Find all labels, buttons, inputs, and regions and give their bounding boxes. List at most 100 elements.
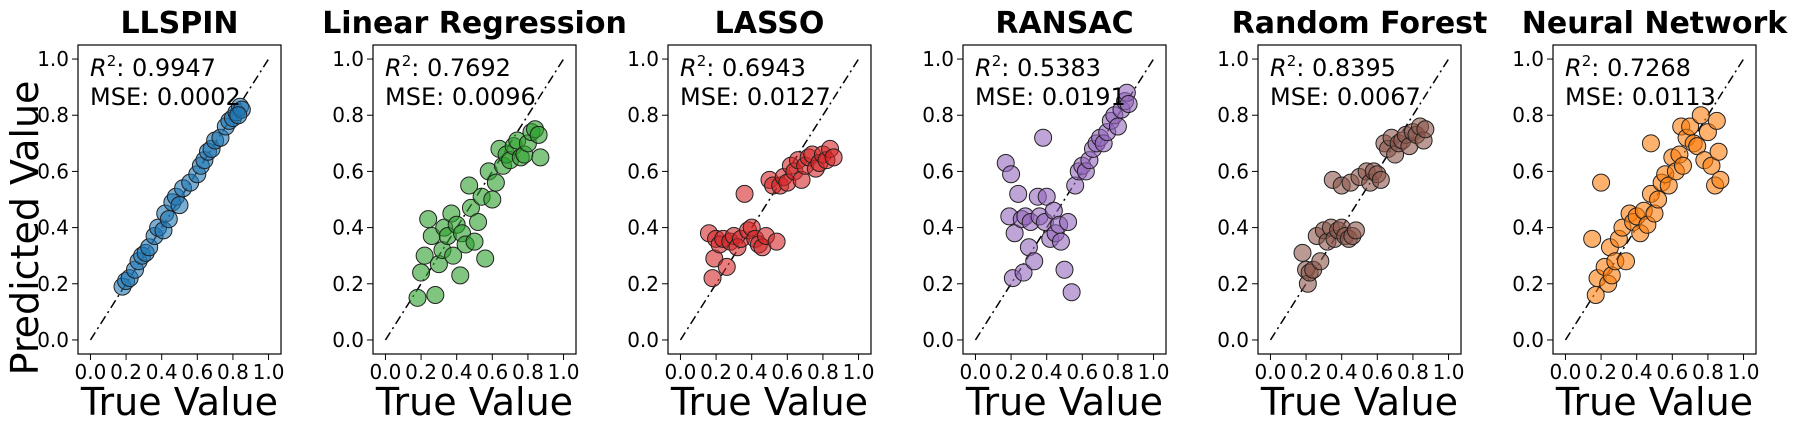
- y-tick-label: 0.0: [627, 328, 659, 352]
- data-point: [426, 286, 445, 305]
- data-point: [1709, 142, 1728, 161]
- y-tick-label: 0.6: [1512, 159, 1544, 183]
- r2-value: 0.5383: [1017, 54, 1101, 82]
- mse-label: MSE: 0.0067: [1270, 83, 1421, 111]
- data-point: [1025, 252, 1044, 271]
- x-tick-label: 0.8: [1692, 360, 1724, 384]
- data-point: [1311, 252, 1330, 271]
- r2-superscript: 2: [1582, 52, 1592, 70]
- y-tick-label: 0.6: [37, 159, 69, 183]
- r2-symbol: R: [385, 54, 402, 82]
- r2-value: 0.9947: [132, 54, 216, 82]
- data-point: [444, 246, 463, 265]
- r2-symbol: R: [975, 54, 992, 82]
- data-point: [1691, 106, 1710, 125]
- data-point: [483, 190, 502, 209]
- x-axis-label: True Value: [670, 380, 868, 424]
- panels: LLSPIN0.00.00.20.20.40.40.60.60.80.81.01…: [37, 6, 1788, 424]
- y-tick-label: 1.0: [1512, 47, 1544, 71]
- x-tick-label: 0.4: [736, 360, 768, 384]
- x-axis-label: True Value: [1555, 380, 1753, 424]
- y-tick-label: 0.6: [627, 159, 659, 183]
- y-tick-label: 1.0: [1217, 47, 1249, 71]
- x-tick-label: 1.0: [548, 360, 580, 384]
- data-point: [824, 148, 843, 167]
- r2-separator: :: [1591, 54, 1607, 82]
- r2-separator: :: [1001, 54, 1017, 82]
- data-point: [1009, 184, 1028, 203]
- x-tick-label: 0.4: [441, 360, 473, 384]
- axes-frame: [77, 44, 282, 355]
- data-point: [408, 288, 427, 307]
- y-tick-label: 0.2: [922, 272, 954, 296]
- data-point: [451, 266, 470, 285]
- axes-frame: [372, 44, 577, 355]
- data-point: [1702, 156, 1721, 175]
- y-tick-label: 0.0: [37, 328, 69, 352]
- y-tick-label: 0.6: [922, 159, 954, 183]
- panel-title: RANSAC: [995, 6, 1133, 41]
- r2-superscript: 2: [107, 52, 117, 70]
- data-point: [1034, 128, 1053, 147]
- data-point: [1649, 190, 1668, 209]
- y-tick-label: 0.4: [627, 216, 659, 240]
- panel-title: Linear Regression: [322, 6, 627, 41]
- x-tick-label: 0.0: [370, 360, 402, 384]
- r2-separator: :: [706, 54, 722, 82]
- y-tick-label: 1.0: [37, 47, 69, 71]
- data-point: [476, 249, 495, 268]
- y-tick-label: 1.0: [627, 47, 659, 71]
- y-tick-label: 0.2: [332, 272, 364, 296]
- x-tick-label: 0.2: [700, 360, 732, 384]
- x-tick-label: 0.8: [807, 360, 839, 384]
- data-point: [1055, 260, 1074, 279]
- data-point: [1592, 173, 1611, 192]
- data-point: [159, 210, 178, 229]
- y-tick-label: 0.6: [332, 159, 364, 183]
- x-tick-label: 0.4: [1031, 360, 1063, 384]
- x-tick-label: 0.2: [405, 360, 437, 384]
- data-point: [1673, 156, 1692, 175]
- r2-symbol: R: [1565, 54, 1582, 82]
- x-tick-label: 0.0: [1550, 360, 1582, 384]
- data-point: [529, 125, 548, 144]
- x-tick-label: 0.8: [217, 360, 249, 384]
- r2-value: 0.6943: [722, 54, 806, 82]
- x-tick-label: 0.0: [960, 360, 992, 384]
- r2-separator: :: [116, 54, 132, 82]
- data-point: [1617, 252, 1636, 271]
- axes-frame: [1257, 44, 1462, 355]
- panel-2: Linear Regression0.00.00.20.20.40.40.60.…: [322, 6, 627, 424]
- data-point: [460, 176, 479, 195]
- x-tick-label: 0.2: [995, 360, 1027, 384]
- y-tick-label: 0.4: [922, 216, 954, 240]
- data-point: [1371, 170, 1390, 189]
- y-axis-label: Predicted Value: [3, 81, 47, 376]
- y-tick-label: 0.0: [1512, 328, 1544, 352]
- r2-symbol: R: [1270, 54, 1287, 82]
- r2-value: 0.7268: [1607, 54, 1691, 82]
- r2-label: R2: 0.7692: [385, 52, 511, 82]
- data-point: [412, 263, 431, 282]
- data-point: [703, 269, 722, 288]
- data-point: [1583, 229, 1602, 248]
- data-point: [735, 184, 754, 203]
- y-tick-label: 1.0: [922, 47, 954, 71]
- data-point: [170, 196, 189, 215]
- mse-label: MSE: 0.0127: [680, 83, 831, 111]
- x-tick-label: 0.0: [75, 360, 107, 384]
- r2-label: R2: 0.8395: [1270, 52, 1396, 82]
- x-tick-label: 0.6: [771, 360, 803, 384]
- r2-separator: :: [1296, 54, 1312, 82]
- mse-label: MSE: 0.0113: [1565, 83, 1716, 111]
- y-tick-label: 0.4: [37, 216, 69, 240]
- data-point: [1005, 224, 1024, 243]
- y-tick-label: 0.0: [1217, 328, 1249, 352]
- x-tick-label: 0.8: [1397, 360, 1429, 384]
- y-tick-label: 0.2: [37, 272, 69, 296]
- x-axis-label: True Value: [80, 380, 278, 424]
- panel-1: LLSPIN0.00.00.20.20.40.40.60.60.80.81.01…: [37, 6, 284, 424]
- y-tick-label: 0.4: [332, 216, 364, 240]
- axes-frame: [1552, 44, 1757, 355]
